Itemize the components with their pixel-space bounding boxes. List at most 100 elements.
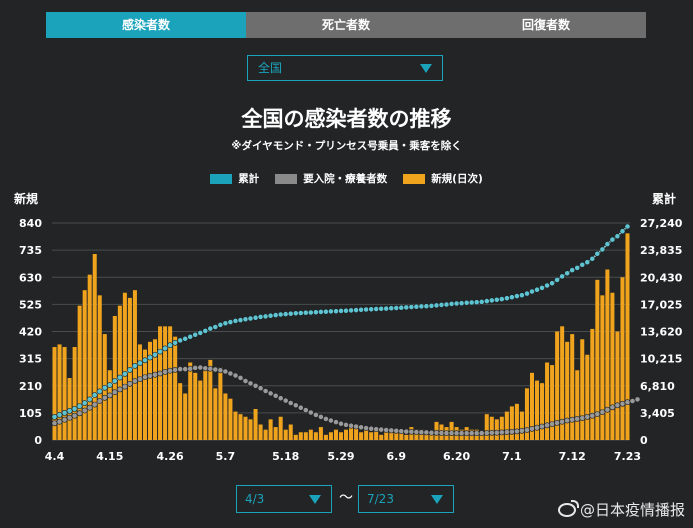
bar-new-cases <box>595 279 600 440</box>
bar-new-cases <box>137 344 142 440</box>
hospitalized-point <box>76 410 83 417</box>
bar-new-cases <box>605 269 610 440</box>
bar-new-cases <box>399 429 404 440</box>
bar-new-cases <box>424 432 429 440</box>
bar-new-cases <box>283 429 288 440</box>
cumulative-point <box>187 333 194 340</box>
cumulative-point <box>579 261 586 268</box>
hospitalized-point <box>433 429 440 436</box>
x-tick-label: 4.26 <box>157 450 184 463</box>
cumulative-point <box>217 321 224 328</box>
tab-deaths[interactable]: 死亡者数 <box>246 12 446 38</box>
hospitalized-point <box>448 430 455 436</box>
cumulative-point <box>514 293 520 299</box>
date-range-separator: 〜 <box>339 490 353 506</box>
hospitalized-point <box>56 418 63 425</box>
bar-new-cases <box>379 434 384 440</box>
date-from-select[interactable]: 4/3 <box>236 485 332 513</box>
bar-new-cases <box>268 419 273 440</box>
cumulative-point <box>71 405 78 412</box>
hospitalized-point <box>343 421 349 428</box>
hospitalized-point <box>503 429 510 435</box>
tab-recoveries[interactable]: 回復者数 <box>446 12 646 38</box>
bar-new-cases <box>208 359 213 440</box>
hospitalized-point <box>177 366 184 372</box>
chart-legend: 累計 要入院・療養者数 新規(日次) <box>0 171 693 186</box>
bar-new-cases <box>147 341 153 440</box>
hospitalized-point <box>137 376 143 382</box>
cumulative-point <box>478 298 485 305</box>
hospitalized-point <box>403 428 410 435</box>
cumulative-point <box>468 299 475 306</box>
bar-new-cases <box>328 432 333 440</box>
hospitalized-point <box>312 411 319 418</box>
legend-item-daily[interactable]: 新規(日次) <box>403 171 483 186</box>
bar-new-cases <box>248 419 253 440</box>
line-cumulative <box>51 223 631 420</box>
bar-new-cases <box>233 411 238 440</box>
bar-new-cases <box>188 362 193 440</box>
bar-new-cases <box>303 432 308 440</box>
hospitalized-point <box>187 365 194 372</box>
cumulative-point <box>453 300 460 307</box>
bar-new-cases <box>278 416 283 440</box>
right-tick-label: 10,215 <box>640 353 682 366</box>
legend-swatch-hospitalized <box>275 173 298 184</box>
left-tick-label: 630 <box>19 271 42 284</box>
hospitalized-point <box>353 423 359 430</box>
hospitalized-point <box>398 428 405 435</box>
hospitalized-point <box>111 389 118 396</box>
cumulative-point <box>126 366 133 373</box>
bar-new-cases <box>529 372 535 440</box>
left-tick-label: 315 <box>19 353 42 366</box>
cumulative-point <box>348 307 354 314</box>
hospitalized-point <box>262 388 269 394</box>
bar-new-cases <box>333 429 338 440</box>
cumulative-point <box>524 290 530 297</box>
x-tick-label: 5.18 <box>272 450 299 463</box>
cumulative-point <box>86 396 93 403</box>
hospitalized-point <box>307 409 314 416</box>
hospitalized-point <box>393 427 400 434</box>
left-axis-title: 新規 <box>14 192 39 206</box>
bar-new-cases <box>384 432 389 440</box>
bar-new-cases <box>369 432 374 440</box>
date-to-select[interactable]: 7/23 <box>358 485 454 513</box>
bar-new-cases <box>72 347 77 440</box>
bar-new-cases <box>484 414 489 440</box>
cumulative-point <box>76 403 83 409</box>
bar-new-cases <box>585 354 590 440</box>
cumulative-point <box>142 357 148 364</box>
line-hospitalized <box>51 364 641 437</box>
hospitalized-point <box>478 430 485 436</box>
region-select[interactable]: 全国 <box>247 55 443 81</box>
bar-new-cases <box>218 367 223 440</box>
x-tick-label: 4.15 <box>96 450 123 463</box>
cumulative-point <box>438 301 445 308</box>
hospitalized-point <box>142 374 148 380</box>
hospitalized-point <box>282 397 289 404</box>
cumulative-point <box>152 351 158 358</box>
tab-infections[interactable]: 感染者数 <box>46 12 246 38</box>
bar-new-cases <box>62 347 67 440</box>
left-tick-label: 210 <box>19 380 42 393</box>
hospitalized-point <box>549 421 555 427</box>
cumulative-point <box>302 309 309 316</box>
cumulative-point <box>292 310 299 317</box>
bar-new-cases <box>288 424 293 440</box>
legend-item-cumulative[interactable]: 累計 <box>210 171 259 186</box>
cumulative-point <box>287 310 294 317</box>
hospitalized-point <box>106 392 113 399</box>
legend-swatch-cumulative <box>210 173 233 184</box>
bar-new-cases <box>540 383 545 440</box>
bar-new-cases <box>429 432 434 440</box>
hospitalized-point <box>383 427 390 433</box>
legend-item-hospitalized[interactable]: 要入院・療養者数 <box>275 171 387 186</box>
cumulative-point <box>237 317 244 323</box>
bar-new-cases <box>263 429 268 440</box>
bar-new-cases <box>504 411 509 440</box>
hospitalized-point <box>333 419 339 425</box>
watermark-text: @日本疫情播报 <box>579 501 685 519</box>
right-tick-label: 27,240 <box>640 217 683 230</box>
bar-new-cases <box>57 344 62 440</box>
